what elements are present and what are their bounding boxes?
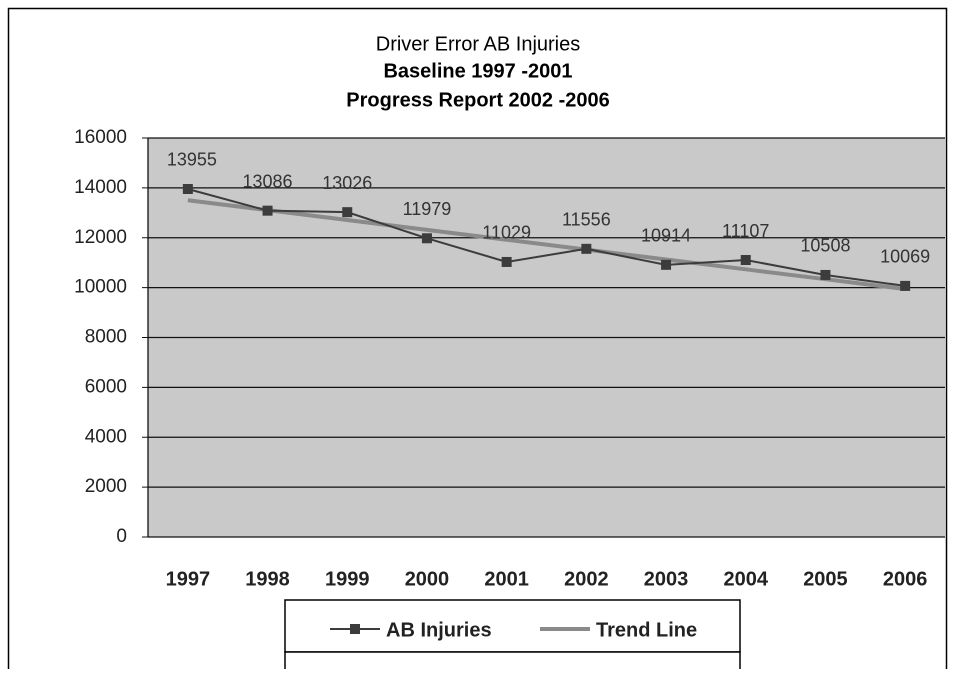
x-tick-label: 2001 (484, 568, 529, 590)
x-tick-label: 2002 (564, 568, 609, 590)
x-tick-label: 1998 (245, 568, 290, 590)
legend-blank (284, 651, 741, 674)
x-tick-label: 1997 (166, 568, 211, 590)
data-label: 10508 (800, 236, 850, 256)
data-label: 10914 (641, 226, 691, 246)
chart-title: Driver Error AB Injuries (376, 33, 581, 55)
x-tick-label: 1999 (325, 568, 370, 590)
marker (900, 280, 911, 291)
y-tick-label: 8000 (85, 327, 127, 348)
data-label: 11979 (403, 199, 452, 219)
y-tick-label: 12000 (74, 227, 127, 248)
x-tick-label: 2003 (644, 568, 689, 590)
data-label: 13955 (167, 150, 217, 170)
x-tick-label: 2004 (724, 568, 769, 590)
chart-title: Progress Report 2002 -2006 (346, 89, 609, 111)
marker (740, 255, 751, 266)
marker (661, 259, 672, 270)
data-label: 11556 (562, 210, 611, 230)
y-tick-label: 0 (116, 526, 127, 547)
marker (182, 183, 193, 194)
series-line (187, 198, 906, 292)
y-tick-label: 10000 (74, 277, 127, 298)
data-label: 10069 (880, 247, 930, 267)
marker (501, 256, 512, 267)
x-tick-label: 2000 (405, 568, 450, 590)
legend-label: AB Injuries (386, 619, 492, 641)
data-label: 11107 (722, 221, 769, 241)
series-line (187, 188, 906, 287)
y-tick-label: 14000 (74, 177, 127, 198)
legend (284, 599, 741, 653)
marker (262, 205, 273, 216)
y-tick-label: 16000 (74, 127, 127, 148)
legend-marker (350, 624, 360, 634)
data-label: 11029 (482, 223, 531, 243)
y-tick-label: 4000 (85, 426, 127, 447)
marker (421, 233, 432, 244)
data-label: 13086 (243, 171, 293, 191)
data-label: 13026 (322, 173, 372, 193)
x-tick-label: 2005 (803, 568, 848, 590)
marker (820, 269, 831, 280)
x-tick-label: 2006 (883, 568, 928, 590)
chart-title: Baseline 1997 -2001 (383, 60, 572, 82)
y-tick-label: 2000 (85, 476, 127, 497)
legend-label: Trend Line (596, 619, 697, 641)
marker (581, 243, 592, 254)
marker (342, 207, 353, 218)
y-tick-label: 6000 (85, 376, 127, 397)
